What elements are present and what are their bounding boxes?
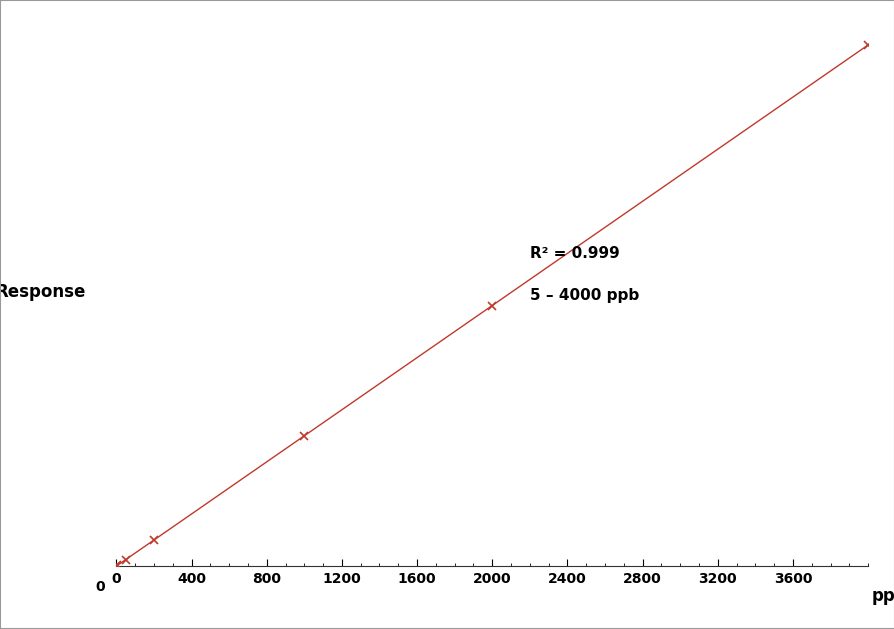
Text: Response: Response	[0, 284, 86, 301]
Text: ppb: ppb	[871, 587, 894, 605]
Text: R² = 0.999: R² = 0.999	[529, 246, 619, 261]
Text: 0: 0	[96, 580, 105, 594]
Text: 5 – 4000 ppb: 5 – 4000 ppb	[529, 287, 638, 303]
